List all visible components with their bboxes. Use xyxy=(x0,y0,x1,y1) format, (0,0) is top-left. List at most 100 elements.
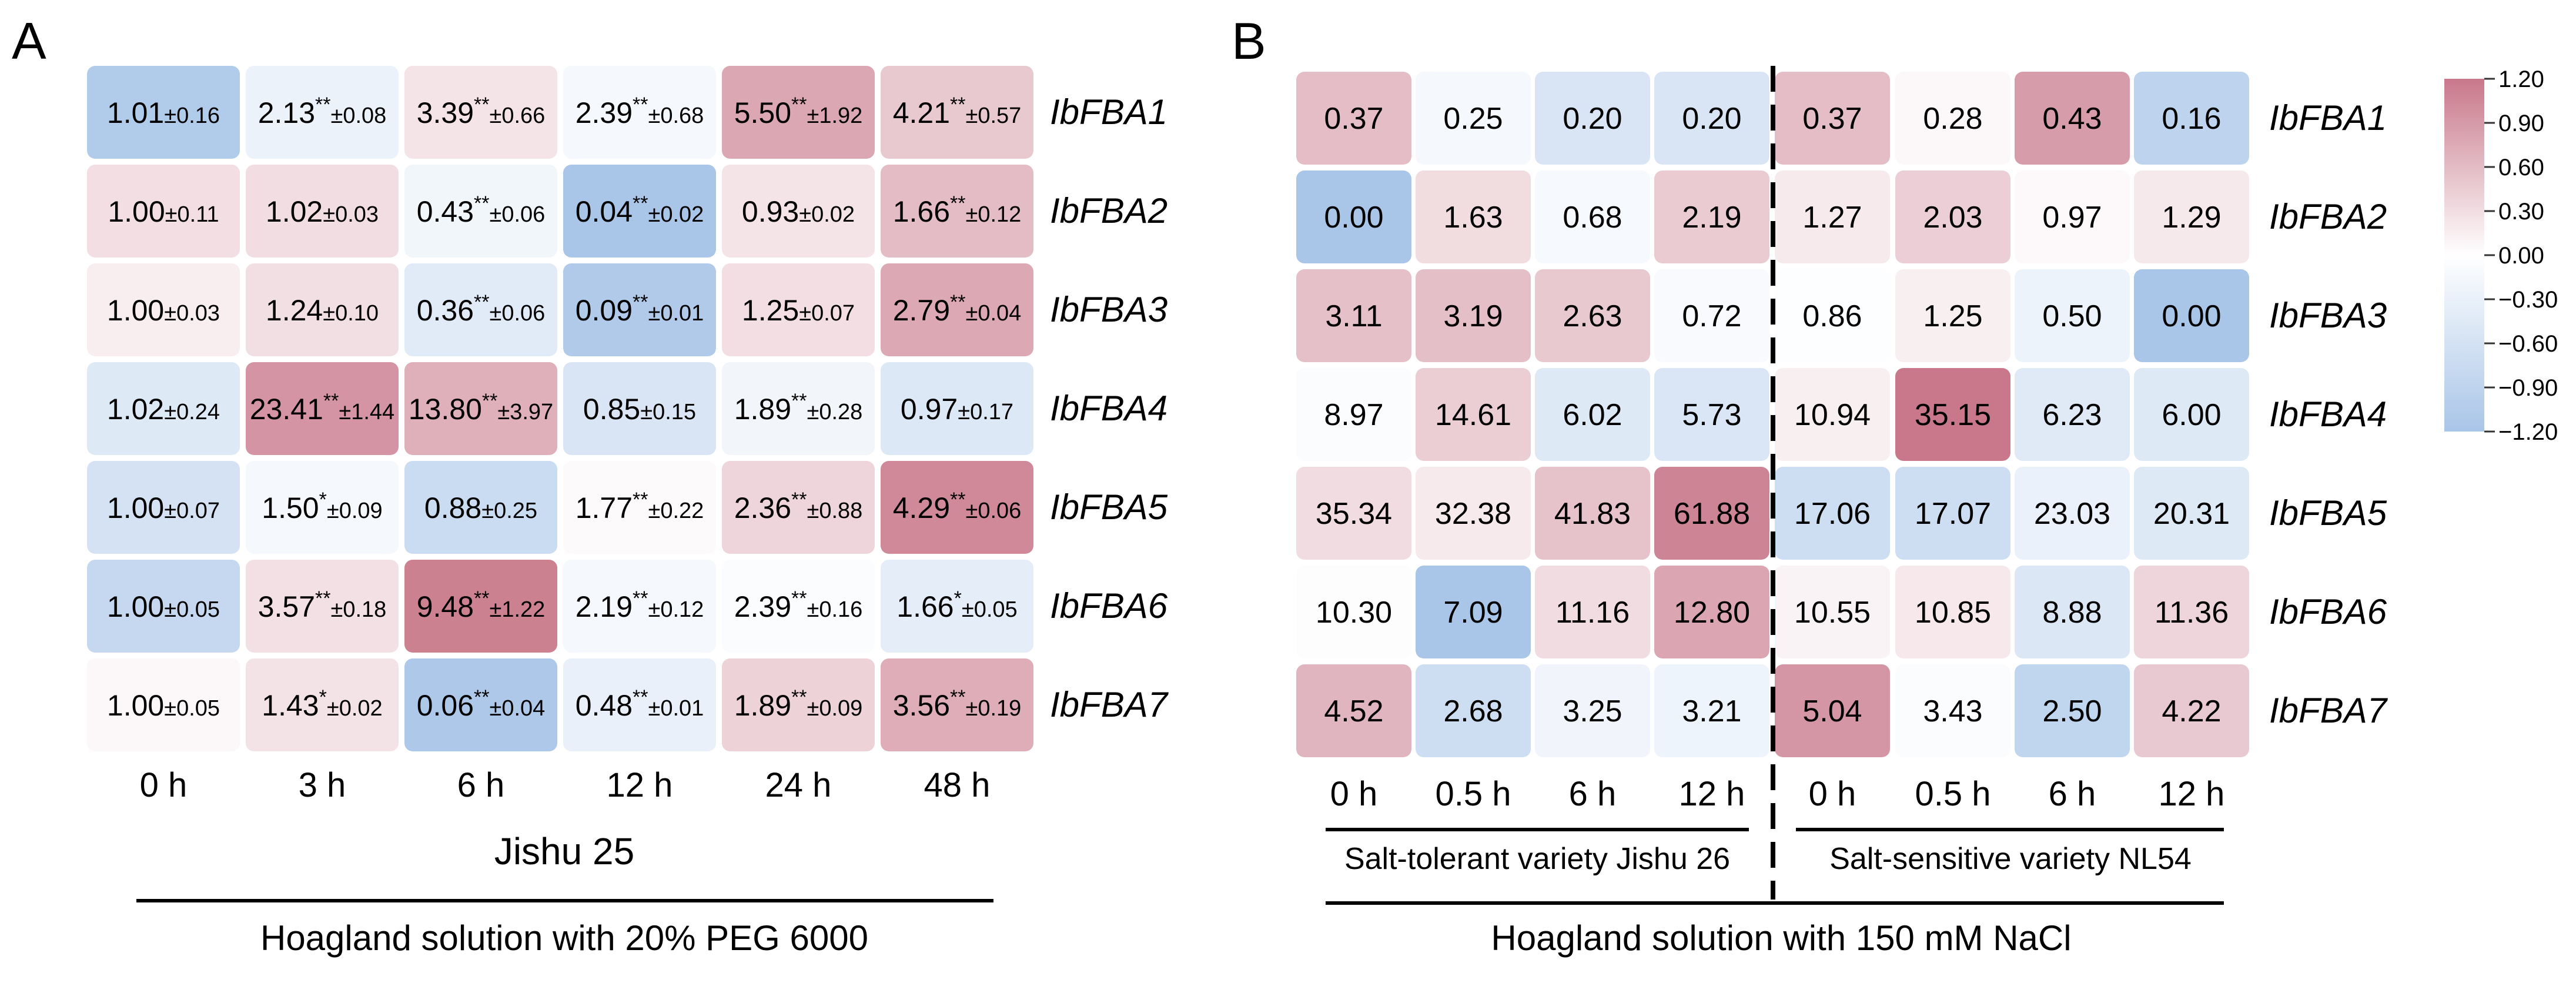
cell-value: 0.50 xyxy=(2042,299,2102,333)
cell-value: 1.00±0.07 xyxy=(107,491,220,524)
cell-value: 1.02±0.24 xyxy=(107,393,220,426)
column-label: 0 h xyxy=(1809,775,1856,813)
colorbar-tick-label: 0.00 xyxy=(2498,243,2544,269)
cell-value: 1.50*±0.09 xyxy=(262,489,382,524)
heatmap-cell xyxy=(1895,368,2010,461)
heatmap-cell xyxy=(1535,566,1650,658)
cell-value: 1.89**±0.28 xyxy=(734,390,863,426)
panel-a: A 1.01±0.16 2.13**±0.08 3.39**±0.66 2.39**±… xyxy=(12,12,1169,958)
heatmap-cell xyxy=(722,165,875,258)
heatmap-cell xyxy=(722,66,875,159)
column-label: 3 h xyxy=(299,766,346,804)
cell-value: 2.36**±0.88 xyxy=(734,489,863,524)
cell-value: 1.29 xyxy=(2162,200,2221,235)
row-label: IbFBA4 xyxy=(2269,394,2387,434)
column-label: 0 h xyxy=(1330,775,1378,813)
heatmap-cell xyxy=(2134,467,2249,560)
heatmap-cell xyxy=(563,560,716,653)
heatmap-cell xyxy=(563,165,716,258)
heatmap-cell xyxy=(404,461,557,554)
heatmap-cell xyxy=(722,263,875,356)
heatmap-cell xyxy=(563,66,716,159)
heatmap-cell xyxy=(1296,170,1411,263)
heatmap-cell xyxy=(1775,72,1890,165)
heatmap-cell xyxy=(1535,368,1650,461)
cell-value: 14.61 xyxy=(1435,398,1511,432)
row-label: IbFBA7 xyxy=(1050,685,1169,724)
cell-value: 0.20 xyxy=(1563,102,1622,136)
cell-value: 1.27 xyxy=(1802,200,1862,235)
heatmap-cell xyxy=(246,658,399,751)
cell-value: 6.00 xyxy=(2162,398,2221,432)
cell-value: 0.97±0.17 xyxy=(901,393,1013,426)
panel-a-label: A xyxy=(12,12,46,70)
heatmap-cell xyxy=(87,263,240,356)
colorbar-tick-label: −0.60 xyxy=(2498,331,2558,357)
cell-value: 3.39**±0.66 xyxy=(417,93,546,129)
heatmap-cell xyxy=(246,263,399,356)
heatmap-cell xyxy=(1654,72,1769,165)
cell-value: 17.06 xyxy=(1794,497,1871,531)
column-label: 48 h xyxy=(924,766,991,804)
heatmap-cell xyxy=(1775,269,1890,362)
cell-value: 0.36**±0.06 xyxy=(417,291,546,327)
heatmap-cell xyxy=(1416,467,1531,560)
column-label: 24 h xyxy=(765,766,832,804)
cell-value: 4.21**±0.57 xyxy=(893,93,1022,129)
heatmap-cell xyxy=(1654,664,1769,757)
cell-value: 3.21 xyxy=(1682,694,1741,728)
cell-value: 2.19**±0.12 xyxy=(576,587,704,623)
cell-value: 12.80 xyxy=(1674,596,1750,630)
heatmap-cell xyxy=(1775,664,1890,757)
heatmap-cell xyxy=(1775,566,1890,658)
cell-value: 3.43 xyxy=(1923,694,1982,728)
panel-a-bottom-label: Hoagland solution with 20% PEG 6000 xyxy=(260,918,868,958)
heatmap-cell xyxy=(881,362,1033,455)
cell-value: 2.39**±0.68 xyxy=(576,93,704,129)
panel-b-row-labels: IbFBA1 IbFBA2 IbFBA3 IbFBA4 IbFBA5 IbFBA6 IbFB… xyxy=(2269,98,2388,730)
heatmap-cell xyxy=(404,658,557,751)
heatmap-cell xyxy=(2015,566,2130,658)
heatmap-cell xyxy=(881,165,1033,258)
heatmap-cell xyxy=(87,560,240,653)
cell-value: 0.86 xyxy=(1802,299,1862,333)
column-label: 6 h xyxy=(2049,775,2096,813)
cell-value: 7.09 xyxy=(1443,596,1503,630)
cell-value: 0.06**±0.04 xyxy=(417,686,546,722)
cell-value: 2.03 xyxy=(1923,200,1982,235)
heatmap-cell xyxy=(87,362,240,455)
heatmap-cell xyxy=(881,560,1033,653)
cell-value: 0.88±0.25 xyxy=(424,491,537,524)
column-label: 0.5 h xyxy=(1436,775,1511,813)
cell-value: 0.72 xyxy=(1682,299,1741,333)
heatmap-cell xyxy=(404,362,557,455)
row-label: IbFBA2 xyxy=(2269,197,2387,236)
heatmap-cell xyxy=(1775,368,1890,461)
cell-value: 1.00±0.03 xyxy=(107,294,220,327)
colorbar-tick-label: 1.20 xyxy=(2498,66,2544,92)
heatmap-cell xyxy=(881,658,1033,751)
heatmap-cell xyxy=(1296,664,1411,757)
column-label: 12 h xyxy=(2159,775,2225,813)
cell-value: 10.94 xyxy=(1794,398,1871,432)
heatmap-cell xyxy=(1296,72,1411,165)
row-label: IbFBA5 xyxy=(1050,487,1168,527)
panel-b-bottom-label: Hoagland solution with 150 mM NaCl xyxy=(1491,918,2071,958)
colorbar-tick-label: 0.30 xyxy=(2498,199,2544,225)
heatmap-cell xyxy=(1535,170,1650,263)
heatmap-cell xyxy=(563,362,716,455)
heatmap-cell xyxy=(1416,170,1531,263)
row-label: IbFBA5 xyxy=(2269,493,2387,533)
heatmap-cell xyxy=(2015,467,2130,560)
heatmap-cell xyxy=(404,165,557,258)
cell-value: 10.55 xyxy=(1794,596,1871,630)
heatmap-cell xyxy=(1296,566,1411,658)
cell-value: 0.04**±0.02 xyxy=(576,192,704,228)
heatmap-cell xyxy=(1535,664,1650,757)
cell-value: 2.50 xyxy=(2042,694,2102,728)
cell-value: 4.52 xyxy=(1324,694,1383,728)
row-label: IbFBA4 xyxy=(1050,389,1167,428)
heatmap-cell xyxy=(1535,467,1650,560)
colorbar-tick-label: −0.30 xyxy=(2498,287,2558,313)
